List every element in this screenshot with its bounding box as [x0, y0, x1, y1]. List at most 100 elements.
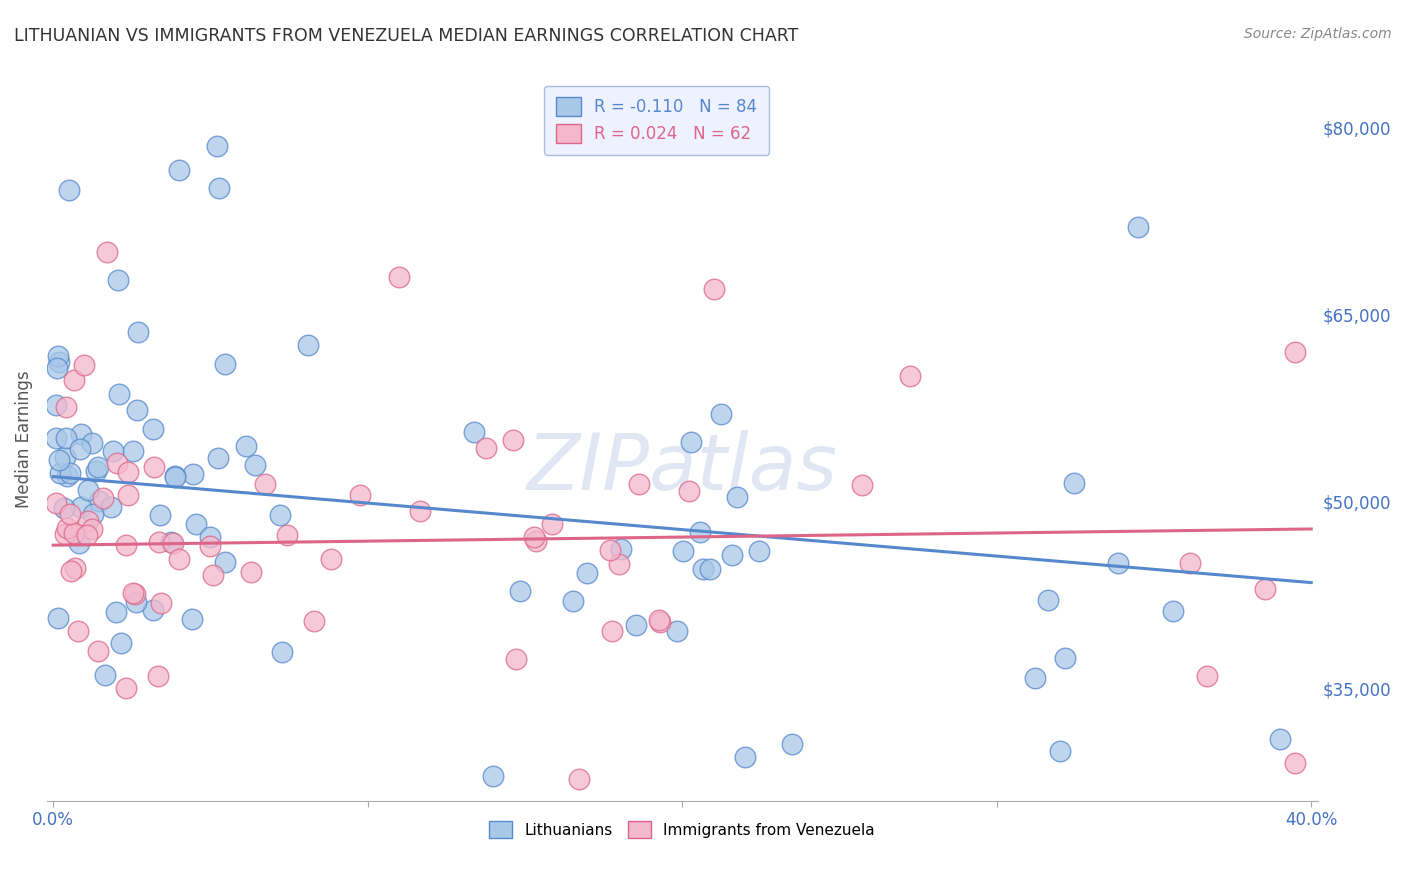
Point: [53, 501, 76, 516]
Point: [205, 139, 228, 153]
Point: [214, 555, 236, 569]
Point: [1054, 651, 1077, 665]
Text: LITHUANIAN VS IMMIGRANTS FROM VENEZUELA MEDIAN EARNINGS CORRELATION CHART: LITHUANIAN VS IMMIGRANTS FROM VENEZUELA …: [14, 27, 799, 45]
Point: [59, 466, 82, 480]
Point: [627, 476, 650, 491]
Point: [1268, 731, 1291, 746]
Point: [509, 583, 531, 598]
Point: [56, 468, 79, 483]
Point: [149, 597, 172, 611]
Point: [1024, 672, 1046, 686]
Point: [45, 398, 67, 412]
Point: [55, 450, 77, 465]
Point: [851, 477, 873, 491]
Point: [269, 508, 291, 523]
Point: [463, 425, 485, 439]
Point: [46, 611, 69, 625]
Point: [610, 542, 633, 557]
Point: [207, 450, 229, 465]
Point: [214, 357, 236, 371]
Point: [576, 566, 599, 581]
Point: [703, 283, 725, 297]
Point: [235, 439, 257, 453]
Point: [105, 605, 128, 619]
Point: [84, 464, 107, 478]
Point: [540, 516, 562, 531]
Point: [482, 769, 505, 783]
Point: [681, 435, 703, 450]
Point: [46, 360, 69, 375]
Point: [600, 624, 623, 639]
Point: [67, 535, 90, 549]
Point: [1284, 344, 1306, 359]
Point: [67, 624, 90, 639]
Point: [523, 530, 546, 544]
Point: [672, 544, 695, 558]
Point: [609, 557, 631, 571]
Point: [562, 593, 585, 607]
Point: [48, 453, 70, 467]
Point: [734, 750, 756, 764]
Point: [59, 508, 82, 522]
Point: [82, 508, 104, 522]
Point: [1284, 756, 1306, 771]
Point: [125, 595, 148, 609]
Point: [96, 245, 118, 260]
Point: [58, 183, 80, 197]
Point: [388, 270, 411, 285]
Point: [201, 568, 224, 582]
Point: [148, 534, 170, 549]
Point: [63, 526, 86, 541]
Point: [163, 469, 186, 483]
Point: [502, 433, 524, 447]
Point: [650, 615, 672, 629]
Point: [45, 496, 67, 510]
Point: [94, 667, 117, 681]
Point: [1254, 582, 1277, 596]
Point: [49, 466, 72, 480]
Point: [117, 466, 139, 480]
Point: [59, 564, 82, 578]
Point: [186, 517, 208, 532]
Point: [69, 442, 91, 456]
Point: [208, 180, 231, 194]
Point: [200, 539, 222, 553]
Point: [115, 681, 138, 696]
Point: [108, 387, 131, 401]
Point: [254, 477, 277, 491]
Point: [46, 349, 69, 363]
Point: [1063, 476, 1085, 491]
Point: [77, 483, 100, 497]
Point: [55, 521, 77, 535]
Point: [1036, 593, 1059, 607]
Point: [63, 561, 86, 575]
Point: [45, 431, 67, 445]
Point: [748, 544, 770, 558]
Point: [409, 504, 432, 518]
Point: [198, 530, 221, 544]
Point: [142, 422, 165, 436]
Point: [105, 456, 128, 470]
Point: [149, 508, 172, 522]
Point: [349, 488, 371, 502]
Point: [699, 561, 721, 575]
Point: [55, 401, 77, 415]
Point: [114, 538, 136, 552]
Point: [165, 470, 187, 484]
Point: [110, 635, 132, 649]
Point: [524, 533, 547, 548]
Point: [122, 443, 145, 458]
Point: [505, 651, 527, 665]
Point: [898, 369, 921, 384]
Text: Source: ZipAtlas.com: Source: ZipAtlas.com: [1244, 27, 1392, 41]
Point: [689, 525, 711, 540]
Point: [474, 441, 496, 455]
Point: [142, 603, 165, 617]
Point: [69, 427, 91, 442]
Text: ZIPatlas: ZIPatlas: [527, 430, 838, 506]
Point: [101, 444, 124, 458]
Point: [648, 613, 671, 627]
Point: [780, 737, 803, 751]
Point: [167, 551, 190, 566]
Point: [63, 373, 86, 387]
